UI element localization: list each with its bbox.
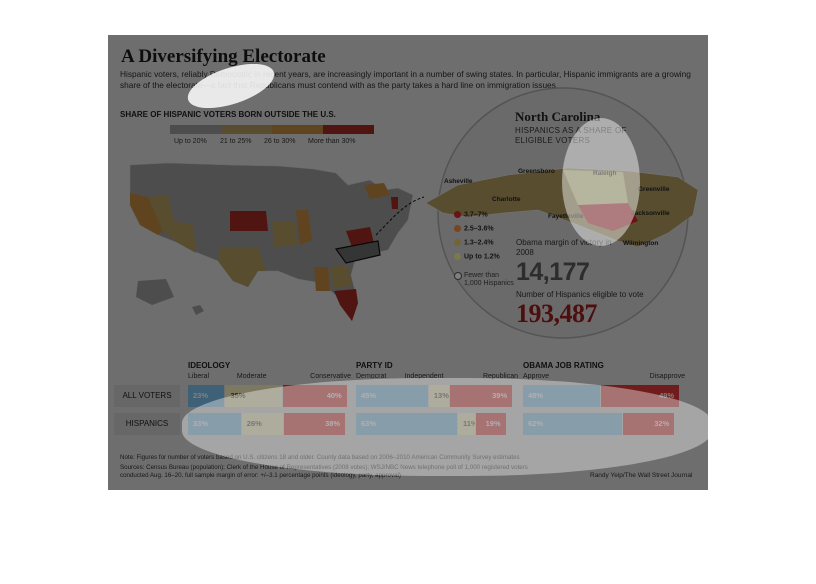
alaska [136, 279, 174, 305]
bar-1-0-1: 13% [428, 385, 449, 407]
nc-legend-label-3: Up to 1.2% [464, 253, 500, 261]
nc-legend-label-1: 2.5–3.6% [464, 225, 494, 233]
nc-legend-label-0: 3.7–7% [464, 211, 488, 219]
nc-legend-row-2: 1.3–2.4% [454, 239, 494, 250]
state-kansas [230, 211, 268, 231]
obama-margin-value: 14,177 [516, 258, 590, 286]
obama-margin-label: Obama margin of victory in 2008 [516, 238, 612, 257]
nc-city-7: Wilmington [623, 240, 658, 247]
nc-city-6: Jacksonville [631, 210, 670, 217]
nc-city-5: Greenville [638, 186, 670, 193]
section-title-1: PARTY ID [356, 361, 393, 370]
section-title-0: IDEOLOGY [188, 361, 231, 370]
nc-legend-row-3: Up to 1.2% [454, 253, 500, 264]
bar-0-0-0: 23% [188, 385, 225, 407]
nc-fewer-label: Fewer than 1,000 Hispanics [464, 272, 514, 287]
infographic: A Diversifying Electorate Hispanic voter… [108, 35, 708, 490]
nc-legend-dot-3 [454, 253, 461, 260]
column-head-2-1: Disapprove [649, 373, 685, 380]
eligible-hispanics-value: 193,487 [516, 299, 598, 328]
bar-2-0-1: 49% [600, 385, 680, 407]
nc-legend-dot-2 [454, 239, 461, 246]
nc-inset-subtitle: HISPANICS AS A SHARE OF ELIGIBLE VOTERS [515, 126, 627, 145]
column-head-1-2: Republican [482, 373, 518, 380]
bar-1-1-2: 19% [475, 413, 506, 435]
note-line-3: conducted Aug. 16–20, full sample margin… [120, 472, 401, 479]
nc-fewer-legend: Fewer than 1,000 Hispanics [454, 272, 514, 288]
column-head-0-2: Conservative [310, 373, 351, 380]
nc-legend-dot-1 [454, 225, 461, 232]
bar-0-0-1: 35% [225, 385, 282, 407]
bar-1-1-1: 11% [458, 413, 475, 435]
bar-0-0-2: 40% [282, 385, 347, 407]
nc-inset-title: North Carolina [515, 109, 601, 124]
section-title-2: OBAMA JOB RATING [523, 361, 604, 370]
nc-city-0: Asheville [444, 178, 473, 185]
row-label-0: ALL VOTERS [114, 385, 180, 407]
state-new-jersey [391, 197, 398, 209]
nc-legend-row-1: 2.5–3.6% [454, 225, 494, 236]
bar-0-1-1: 26% [241, 413, 284, 435]
nc-city-2: Raleigh [593, 170, 617, 177]
bar-1-1-0: 63% [356, 413, 458, 435]
nc-legend-dot-0 [454, 211, 461, 218]
state-missouri [272, 221, 298, 247]
eligible-hispanics-label: Number of Hispanics eligible to vote [516, 290, 644, 299]
nc-fewer-dot [454, 272, 462, 280]
row-label-1: HISPANICS [114, 413, 180, 435]
us-map: Asheville Greensboro Raleigh Charlotte F… [129, 87, 699, 339]
nc-legend-row-0: 3.7–7% [454, 211, 488, 222]
bar-2-1-0: 62% [523, 413, 623, 435]
nc-city-3: Charlotte [492, 196, 521, 203]
credit: Randy Yeip/The Wall Street Journal [590, 472, 693, 479]
hawaii [192, 305, 204, 315]
note-line-2: Sources: Census Bureau (population); Cle… [120, 464, 528, 471]
bar-0-1-2: 38% [284, 413, 346, 435]
state-florida [334, 289, 358, 321]
nc-city-4: Fayetteville [548, 213, 584, 220]
bar-1-0-0: 45% [356, 385, 428, 407]
bar-0-1-0: 33% [188, 413, 241, 435]
state-alabama [314, 267, 330, 291]
state-texas [218, 247, 266, 287]
bar-2-0-0: 48% [523, 385, 600, 407]
bar-2-1-1: 32% [623, 413, 675, 435]
nc-legend-label-2: 1.3–2.4% [464, 239, 494, 247]
note-line-1: Note: Figures for number of voters based… [120, 454, 520, 461]
bar-1-0-2: 39% [449, 385, 513, 407]
nc-city-1: Greensboro [518, 168, 555, 175]
